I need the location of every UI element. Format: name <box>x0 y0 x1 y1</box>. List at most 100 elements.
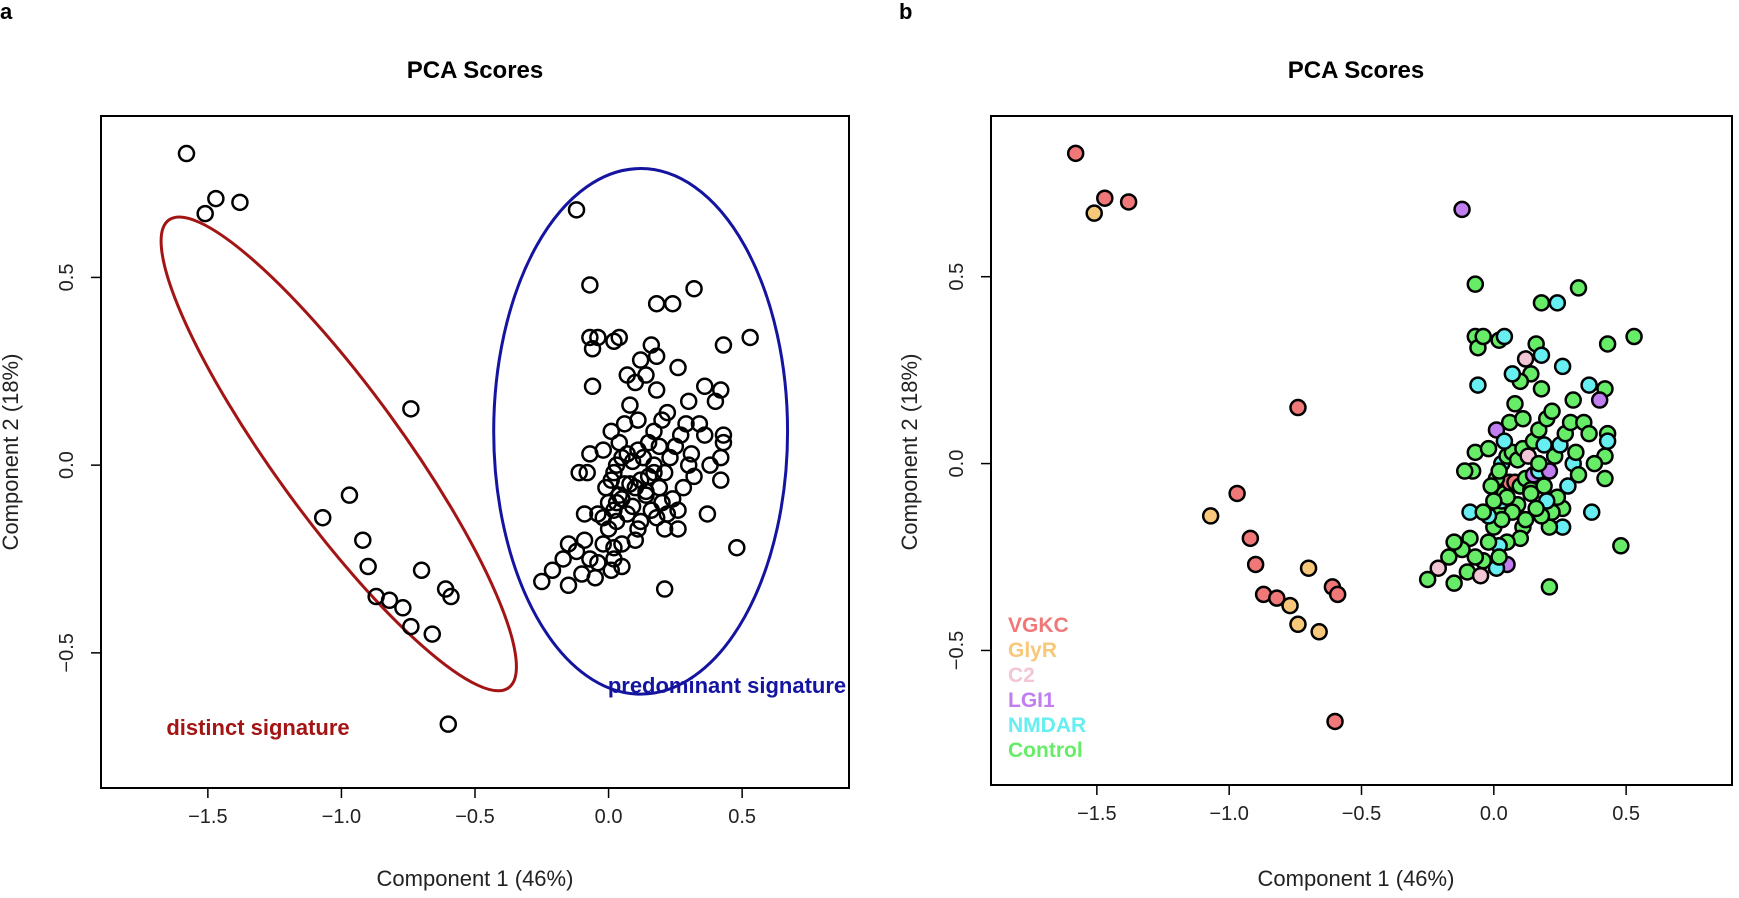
scatter-point-control <box>1445 574 1463 592</box>
scatter-point-control <box>1440 548 1458 566</box>
scatter-point <box>423 625 442 643</box>
scatter-point <box>581 550 599 568</box>
legend-item-c2: C2 <box>1008 664 1035 687</box>
scatter-point <box>695 377 714 396</box>
scatter-point <box>559 535 578 553</box>
scatter-point <box>682 445 701 463</box>
scatter-point-control <box>1522 484 1540 503</box>
points-a <box>177 144 759 733</box>
scatter-point <box>313 508 332 527</box>
scatter-point-control <box>1598 335 1617 353</box>
legend-item-glyr: GlyR <box>1008 639 1057 662</box>
scatter-point <box>655 463 674 482</box>
scatter-point-vgkc <box>1228 484 1246 503</box>
scatter-point <box>567 201 586 219</box>
scatter-point <box>439 715 458 733</box>
scatter-point <box>647 294 666 313</box>
scatter-point <box>605 538 623 557</box>
scatter-point-nmdar <box>1548 294 1567 312</box>
scatter-point-control <box>1490 462 1508 480</box>
scatter-point <box>714 426 733 444</box>
y-tick-label: 0.5 <box>946 263 968 291</box>
scatter-point-control <box>1540 578 1559 596</box>
scatter-point <box>645 463 663 482</box>
y-axis-a: −0.5 0.0 0.5 <box>56 264 101 673</box>
legend-item-lgi1: LGI1 <box>1008 689 1055 712</box>
scatter-point-vgkc <box>1328 585 1347 604</box>
scatter-point <box>581 328 599 347</box>
scatter-point <box>575 505 594 523</box>
scatter-point-control <box>1564 391 1582 409</box>
panel-a: a PCA Scores −1.5 −1.0 −0.5 0.0 0.5 −0.5 0.0 0… <box>0 0 850 891</box>
scatter-point <box>663 490 682 508</box>
scatter-point-nmdar <box>1532 346 1551 364</box>
scatter-point-control <box>1474 503 1492 521</box>
scatter-point-control <box>1527 499 1545 518</box>
scatter-point-glyr <box>1289 615 1307 634</box>
scatter-point-control <box>1479 439 1498 458</box>
scatter-point <box>380 591 399 610</box>
scatter-point <box>597 478 615 497</box>
scatter-point <box>642 501 661 519</box>
scatter-point-control <box>1625 327 1643 346</box>
scatter-point-glyr <box>1299 559 1318 577</box>
scatter-point-nmdar <box>1580 376 1598 394</box>
scatter-point <box>741 328 759 347</box>
scatter-point <box>581 276 599 294</box>
scatter-point-vgkc <box>1096 189 1114 207</box>
scatter-point <box>728 538 746 557</box>
y-axis-title-a: Component 2 (18%) <box>0 354 23 551</box>
scatter-point-c2 <box>1429 559 1447 577</box>
scatter-point <box>575 531 594 549</box>
scatter-point-nmdar <box>1598 432 1617 450</box>
y-axis-title-b: Component 2 (18%) <box>897 354 922 551</box>
x-axis-a: −1.5 −1.0 −0.5 0.0 0.5 <box>188 788 756 828</box>
scatter-point <box>714 336 733 354</box>
x-tick-label: 0.5 <box>728 806 756 828</box>
scatter-point <box>629 520 647 538</box>
scatter-point <box>712 448 730 467</box>
scatter-point <box>663 294 682 313</box>
scatter-point <box>402 617 420 636</box>
x-tick-label: 0.0 <box>1480 803 1508 825</box>
scatter-point-control <box>1506 395 1524 413</box>
scatter-point <box>706 392 725 411</box>
legend-item-vgkc: VGKC <box>1008 614 1069 637</box>
scatter-point <box>583 377 602 396</box>
scatter-point <box>442 587 460 606</box>
scatter-point <box>645 422 663 441</box>
annotation-distinct-signature: distinct signature <box>166 715 349 740</box>
scatter-point <box>605 463 623 482</box>
y-tick-label: 0.0 <box>56 451 78 479</box>
x-axis-title-a: Component 1 (46%) <box>377 866 574 891</box>
scatter-point <box>177 144 196 163</box>
scatter-point-control <box>1532 380 1551 398</box>
scatter-point-vgkc <box>1066 144 1085 163</box>
scatter-point <box>354 531 372 549</box>
scatter-point-nmdar <box>1469 376 1487 394</box>
ellipse-distinct <box>159 215 518 693</box>
scatter-point <box>637 486 655 504</box>
x-tick-label: 0.5 <box>1612 803 1640 825</box>
scatter-point <box>629 411 647 429</box>
scatter-point-nmdar <box>1559 477 1577 495</box>
scatter-point-control <box>1479 533 1498 551</box>
scatter-point <box>650 437 669 456</box>
x-axis-title-b: Component 1 (46%) <box>1258 866 1455 891</box>
scatter-point <box>645 456 663 474</box>
x-tick-label: −1.5 <box>188 806 227 828</box>
scatter-point-control <box>1455 462 1474 480</box>
scatter-point-nmdar <box>1582 503 1601 521</box>
scatter-point <box>637 366 655 384</box>
scatter-point-control <box>1596 469 1614 488</box>
panel-label-b: b <box>899 0 912 24</box>
x-tick-label: −1.0 <box>1209 803 1248 825</box>
scatter-point <box>578 463 596 482</box>
scatter-point <box>196 204 214 223</box>
scatter-point-c2 <box>1516 350 1535 368</box>
annotation-predominant-signature: predominant signature <box>608 673 846 698</box>
scatter-point-control <box>1482 477 1500 495</box>
y-tick-label: 0.0 <box>946 450 968 478</box>
scatter-point <box>207 189 225 208</box>
scatter-point <box>589 328 607 347</box>
